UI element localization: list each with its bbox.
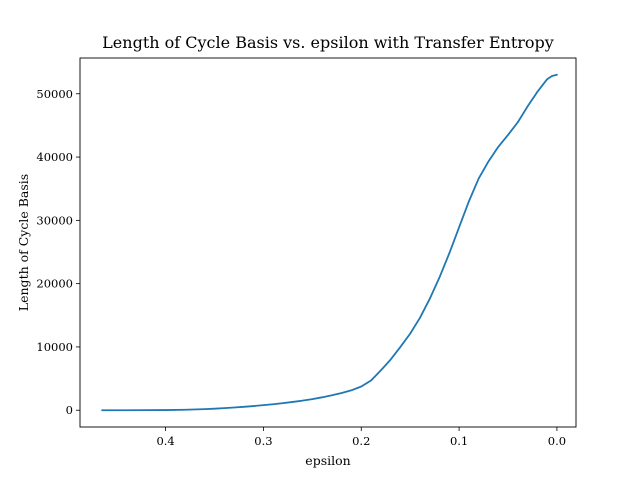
x-axis: 0.4 0.3 0.2 0.1 0.0 <box>156 427 566 448</box>
axes-frame <box>79 57 577 428</box>
y-tick-label: 20000 <box>36 277 73 291</box>
x-tick-label: 0.0 <box>548 434 566 448</box>
x-axis-label: epsilon <box>305 453 350 468</box>
x-tick-label: 0.2 <box>352 434 370 448</box>
chart-title: Length of Cycle Basis vs. epsilon with T… <box>102 33 554 52</box>
y-tick-label: 0 <box>66 403 73 417</box>
y-tick-label: 10000 <box>36 340 73 354</box>
x-tick-label: 0.1 <box>450 434 468 448</box>
plot-area <box>101 73 558 412</box>
y-tick-label: 50000 <box>36 87 73 101</box>
series-line <box>101 73 558 412</box>
y-tick-label: 40000 <box>36 150 73 164</box>
y-tick-label: 30000 <box>36 213 73 227</box>
x-tick-label: 0.3 <box>254 434 272 448</box>
y-axis-label: Length of Cycle Basis <box>16 174 31 311</box>
y-axis: 0 10000 20000 30000 40000 50000 <box>36 87 80 417</box>
x-tick-label: 0.4 <box>156 434 174 448</box>
